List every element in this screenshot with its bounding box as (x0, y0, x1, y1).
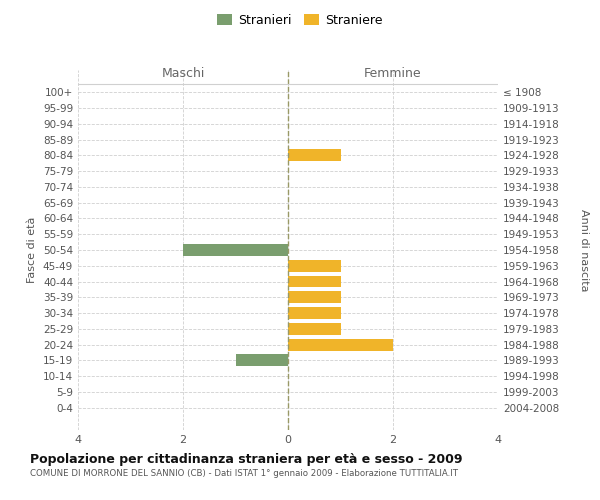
Bar (288, 323, 341, 335)
Bar (183, 244, 288, 256)
Text: Popolazione per cittadinanza straniera per età e sesso - 2009: Popolazione per cittadinanza straniera p… (30, 452, 463, 466)
Text: COMUNE DI MORRONE DEL SANNIO (CB) - Dati ISTAT 1° gennaio 2009 - Elaborazione TU: COMUNE DI MORRONE DEL SANNIO (CB) - Dati… (30, 469, 458, 478)
Y-axis label: Fasce di età: Fasce di età (28, 217, 37, 283)
Text: Femmine: Femmine (364, 66, 422, 80)
Bar (288, 292, 341, 303)
Y-axis label: Anni di nascita: Anni di nascita (579, 209, 589, 291)
Bar (235, 354, 288, 366)
Bar (288, 150, 341, 162)
Bar (288, 260, 341, 272)
Bar (288, 276, 341, 287)
Bar (288, 338, 393, 350)
Legend: Stranieri, Straniere: Stranieri, Straniere (212, 8, 388, 32)
Text: Maschi: Maschi (161, 66, 205, 80)
Bar (288, 307, 341, 319)
